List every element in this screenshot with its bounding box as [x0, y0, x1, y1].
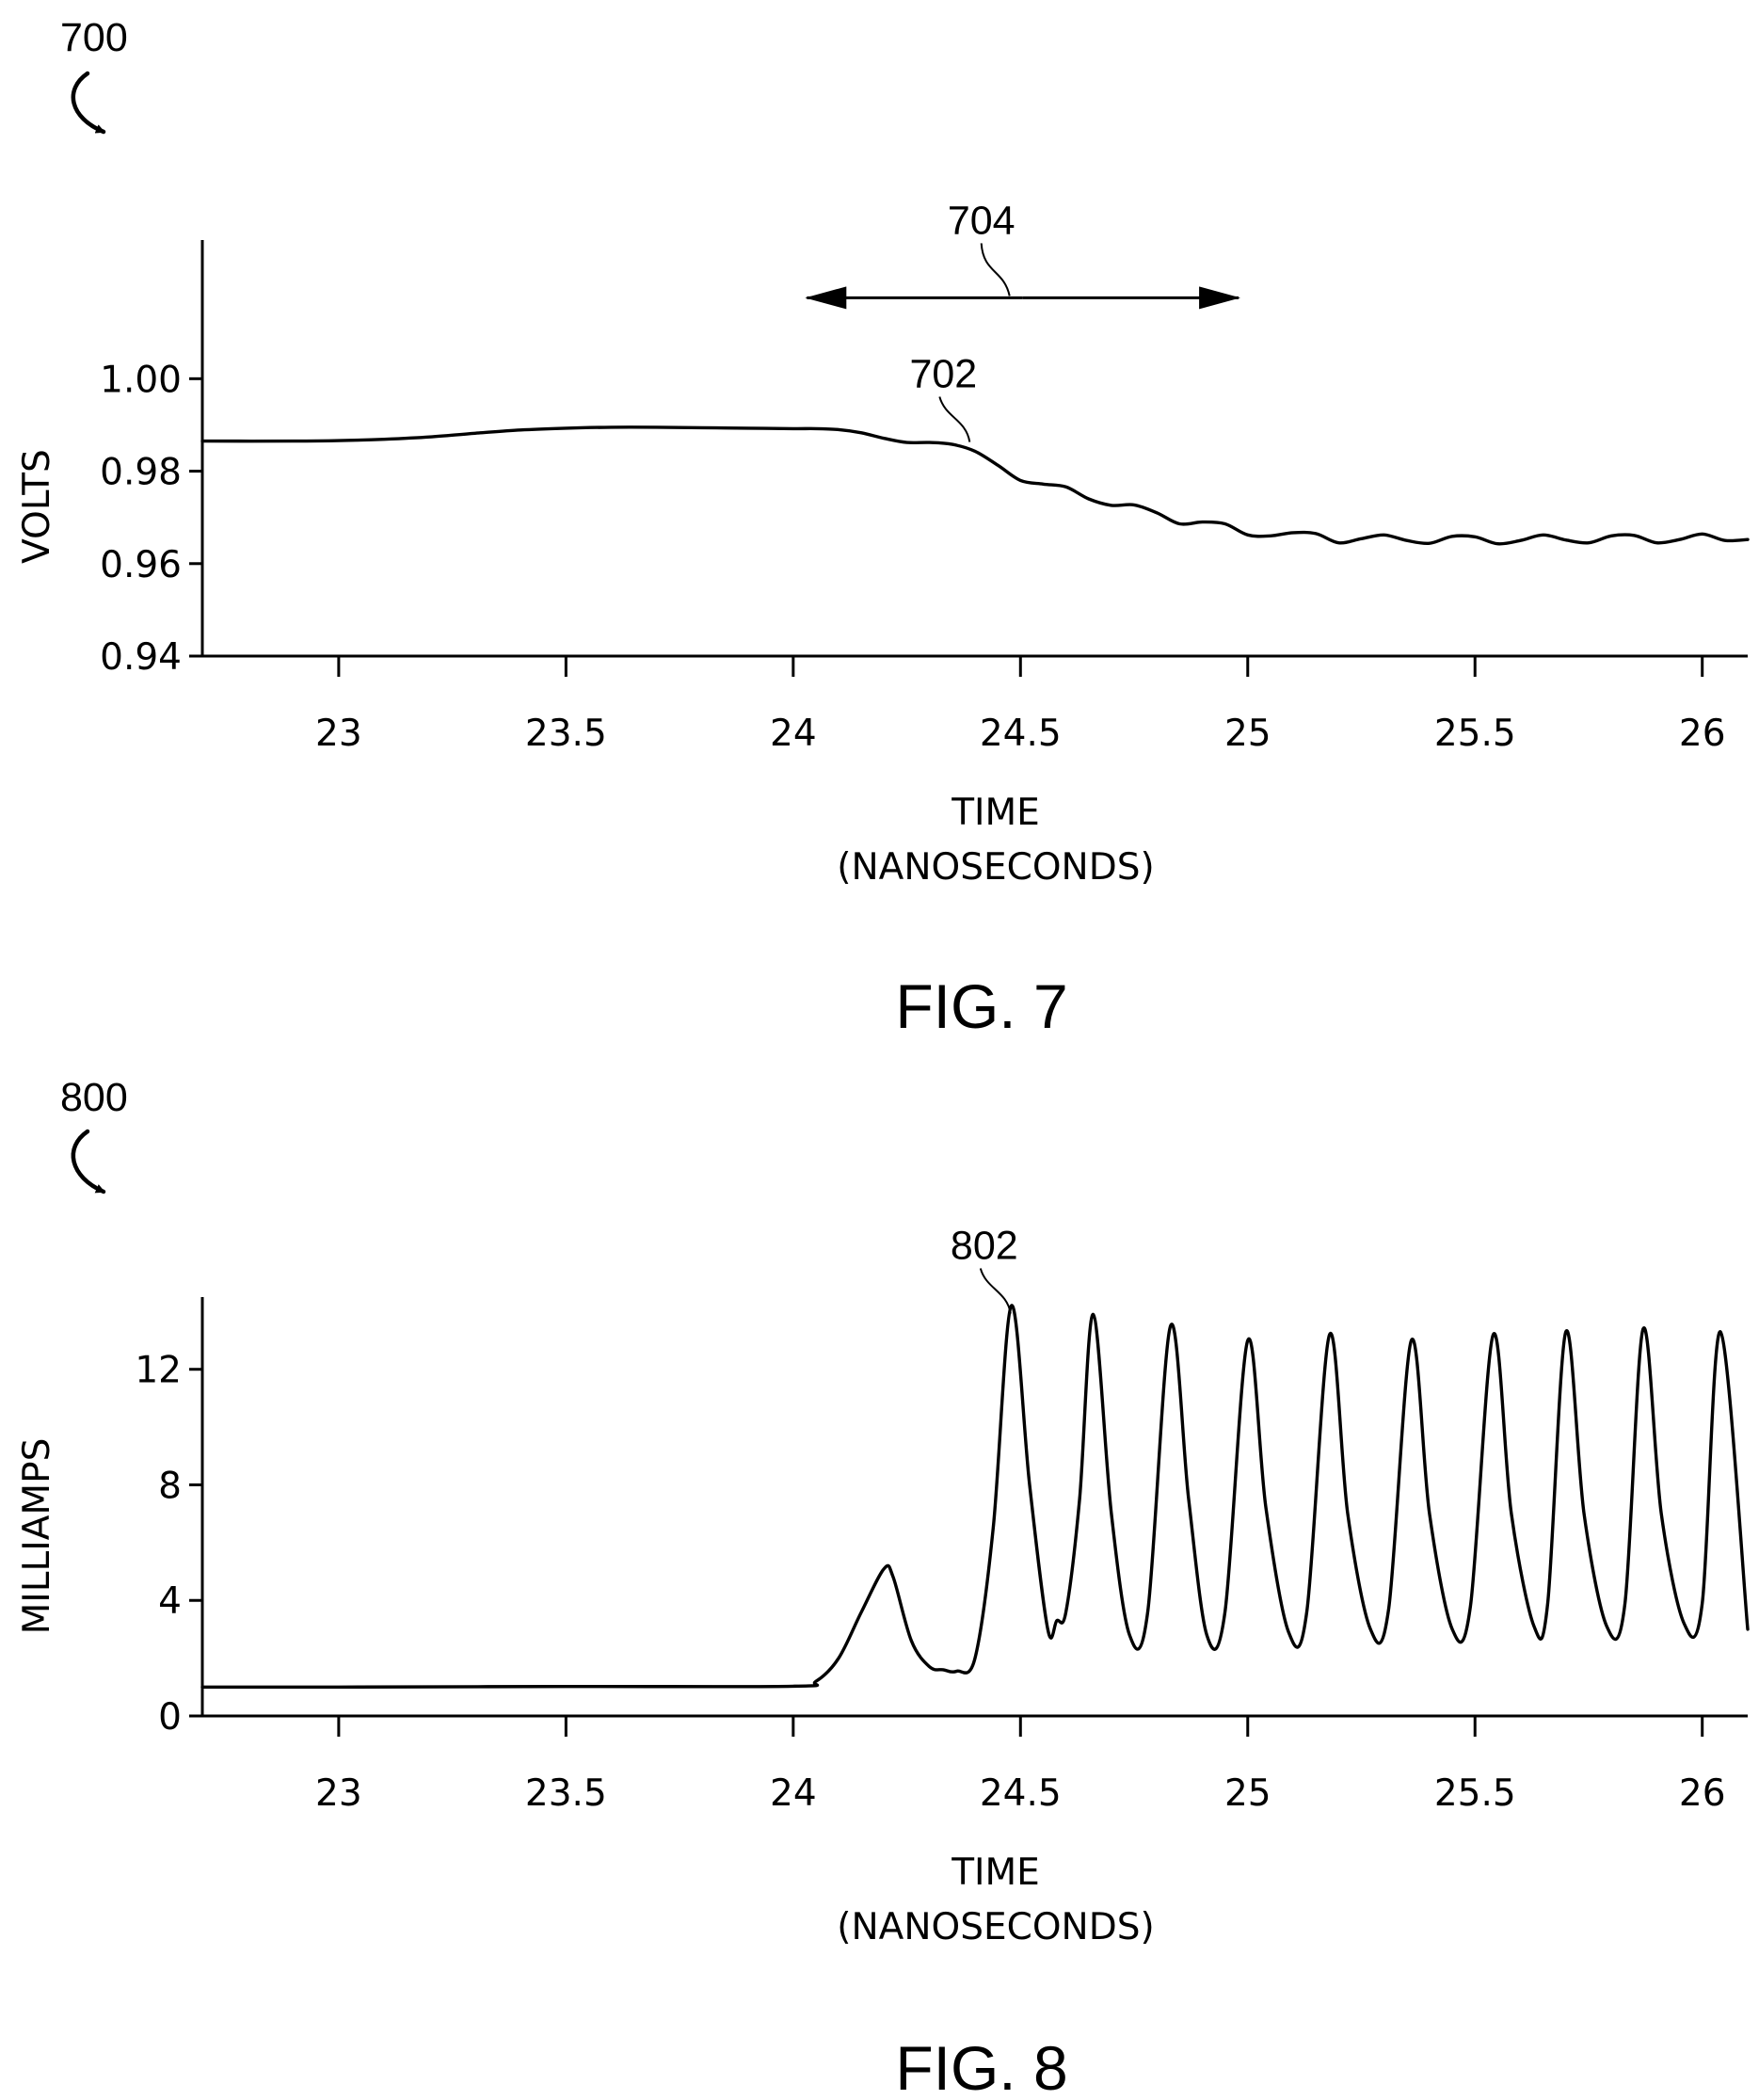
- fig8-y-tick-label: 12: [135, 1350, 182, 1392]
- fig7-y-tick-label: 0.98: [100, 452, 182, 494]
- fig7-x-tick-label: 25.5: [1434, 713, 1516, 755]
- fig8-x-axis-title-line1: TIME: [951, 1852, 1040, 1894]
- fig7-label-702-leader: [938, 396, 971, 442]
- fig8-x-tick-label: 26: [1679, 1772, 1726, 1815]
- fig7-x-axis-title-line2: (NANOSECONDS): [837, 846, 1154, 889]
- fig7-ref-number: 700: [60, 15, 128, 60]
- fig7-y-tick-label: 1.00: [100, 359, 182, 401]
- fig7-y-axis-title: VOLTS: [16, 449, 58, 564]
- fig7-label-704: 704: [948, 198, 1015, 243]
- fig7-x-tick-label: 23.5: [525, 713, 607, 755]
- fig8-x-tick-label: 23.5: [525, 1772, 607, 1815]
- fig8-series-802-line: [200, 1304, 1750, 1690]
- fig7-chart: 700 23 23.5 24 24.5 25 25.5 26 0.94 0.96 0.98 1.00…: [16, 15, 1750, 1041]
- fig8-plot-area: 23 23.5 24 24.5 25 25.5 26 0 4 8 12 802: [135, 1223, 1750, 1815]
- fig8-y-tick-label: 8: [158, 1465, 182, 1507]
- fig7-x-tick-label: 24.5: [980, 713, 1062, 755]
- fig7-label-704-leader: [980, 243, 1011, 297]
- fig8-x-tick-label: 24.5: [980, 1772, 1062, 1815]
- fig8-y-tick-label: 4: [158, 1580, 182, 1623]
- fig7-series-702-line: [200, 425, 1750, 546]
- fig7-ref-arrow-icon: [71, 71, 106, 135]
- fig8-ref-number: 800: [60, 1075, 128, 1120]
- fig8-label-802: 802: [951, 1223, 1018, 1268]
- fig7-caption: FIG. 7: [895, 971, 1067, 1041]
- fig8-x-tick-label: 25: [1224, 1772, 1271, 1815]
- fig7-y-tick-label: 0.94: [100, 636, 182, 679]
- fig7-x-tick-label: 26: [1679, 713, 1726, 755]
- fig8-chart: 800 23 23.5 24 24.5 25 25.5 26 0 4 8 12 802 MILLIAM…: [16, 1075, 1750, 2100]
- fig8-ref-arrow-icon: [71, 1129, 106, 1194]
- fig7-x-axis-title-line1: TIME: [951, 792, 1040, 834]
- fig8-y-axis-title: MILLIAMPS: [16, 1438, 58, 1635]
- fig7-y-tick-label: 0.96: [100, 544, 182, 586]
- fig8-x-tick-label: 24: [770, 1772, 817, 1815]
- fig7-x-tick-label: 23: [315, 713, 362, 755]
- fig7-plot-area: 23 23.5 24 24.5 25 25.5 26 0.94 0.96 0.98 1.00 702 7…: [100, 198, 1750, 755]
- fig7-x-tick-label: 25: [1224, 713, 1271, 755]
- fig7-label-702: 702: [909, 352, 977, 397]
- fig8-caption: FIG. 8: [895, 2033, 1067, 2100]
- fig8-x-tick-label: 25.5: [1434, 1772, 1516, 1815]
- fig8-x-tick-label: 23: [315, 1772, 362, 1815]
- fig8-y-tick-label: 0: [158, 1696, 182, 1739]
- fig8-x-axis-title-line2: (NANOSECONDS): [837, 1906, 1154, 1948]
- fig7-x-tick-label: 24: [770, 713, 817, 755]
- fig8-label-802-leader: [979, 1268, 1012, 1314]
